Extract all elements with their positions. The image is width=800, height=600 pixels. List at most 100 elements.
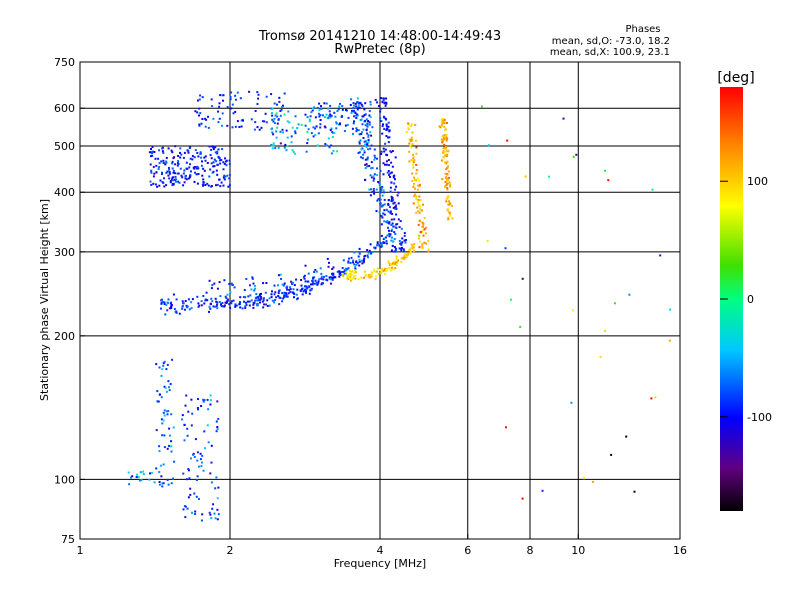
data-point (382, 162, 385, 165)
data-point (160, 307, 162, 310)
data-point (369, 103, 372, 106)
data-point (216, 518, 219, 521)
data-point (168, 434, 171, 437)
data-point (352, 261, 355, 264)
data-point (282, 131, 284, 134)
data-point (251, 277, 254, 280)
data-point (405, 256, 408, 259)
data-point (327, 137, 330, 140)
data-point (170, 413, 173, 416)
data-point (294, 132, 297, 135)
data-point (283, 146, 286, 149)
data-point (394, 247, 397, 250)
data-point (335, 127, 338, 130)
data-point (336, 110, 339, 113)
data-point (366, 165, 369, 168)
data-point (380, 120, 383, 123)
data-point (180, 153, 183, 156)
data-point (422, 223, 425, 226)
data-point (224, 301, 227, 304)
data-point (362, 115, 365, 118)
data-point (217, 417, 220, 420)
data-point (380, 187, 383, 189)
data-point (313, 271, 316, 273)
data-point (343, 269, 346, 272)
data-point (367, 148, 369, 151)
data-point (423, 228, 426, 231)
data-point (446, 153, 449, 156)
data-point (339, 271, 342, 274)
data-point (388, 206, 391, 209)
data-point (317, 281, 320, 284)
x-axis-label: Frequency [MHz] (334, 557, 426, 570)
data-point (273, 284, 276, 287)
data-point (395, 223, 398, 226)
data-point (248, 300, 251, 303)
data-point (177, 160, 180, 162)
data-point (265, 303, 268, 306)
data-point (413, 183, 416, 186)
data-point (209, 403, 212, 406)
data-point (270, 107, 273, 110)
data-point (162, 159, 165, 162)
data-point (486, 240, 489, 242)
data-point (189, 487, 192, 490)
data-point (174, 172, 177, 175)
data-point (350, 111, 353, 114)
data-point (445, 122, 448, 124)
data-point (189, 174, 192, 177)
x-tick-label: 2 (227, 544, 234, 557)
data-point (281, 292, 284, 295)
data-point (651, 188, 654, 191)
data-point (194, 110, 197, 113)
data-point (380, 97, 383, 100)
data-point (575, 153, 578, 156)
data-point (444, 176, 447, 179)
y-tick-label: 750 (54, 56, 75, 69)
data-point (276, 126, 279, 129)
data-point (370, 188, 372, 191)
data-point (370, 144, 373, 147)
data-point (223, 279, 226, 282)
data-point (440, 118, 443, 121)
data-point (196, 459, 199, 462)
data-point (418, 179, 421, 182)
data-point (441, 140, 444, 143)
data-point (387, 136, 389, 139)
data-point (160, 302, 163, 305)
data-point (414, 123, 417, 126)
data-point (217, 486, 220, 489)
data-point (245, 278, 248, 280)
data-point (177, 163, 180, 166)
data-point (216, 508, 219, 511)
data-point (218, 281, 221, 284)
data-point (411, 143, 414, 146)
data-point (161, 485, 164, 488)
data-point (443, 126, 446, 128)
data-point (204, 184, 207, 186)
data-point (445, 135, 448, 138)
data-point (285, 293, 288, 296)
data-point (314, 279, 317, 282)
data-point (187, 468, 190, 470)
data-point (289, 291, 292, 293)
colorbar-tick-label: 100 (747, 175, 768, 188)
data-point (415, 211, 418, 214)
data-point (165, 171, 168, 174)
data-point (219, 185, 222, 188)
data-point (157, 168, 160, 170)
data-point (377, 198, 380, 201)
data-point (365, 140, 368, 143)
data-point (327, 265, 330, 268)
data-point (151, 152, 154, 155)
data-point (231, 284, 234, 286)
data-point (443, 122, 446, 124)
data-point (319, 114, 322, 116)
data-point (347, 274, 350, 277)
data-point (256, 299, 259, 302)
data-point (408, 142, 411, 145)
data-point (137, 476, 140, 479)
data-point (167, 410, 170, 413)
data-point (260, 297, 263, 300)
x-tick-label: 4 (377, 544, 384, 557)
